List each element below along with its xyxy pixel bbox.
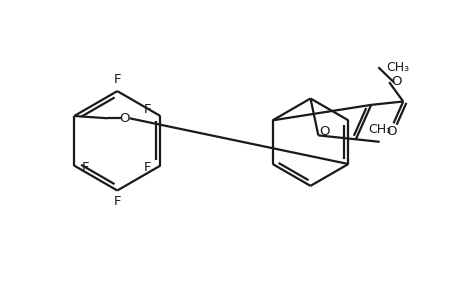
- Text: F: F: [113, 196, 121, 208]
- Text: F: F: [113, 73, 121, 86]
- Text: O: O: [385, 125, 396, 138]
- Text: CH₃: CH₃: [368, 123, 391, 136]
- Text: F: F: [143, 161, 151, 174]
- Text: O: O: [391, 75, 401, 88]
- Text: O: O: [319, 125, 329, 138]
- Text: CH₃: CH₃: [386, 61, 409, 74]
- Text: F: F: [143, 103, 151, 116]
- Text: O: O: [119, 112, 130, 125]
- Text: F: F: [82, 161, 90, 174]
